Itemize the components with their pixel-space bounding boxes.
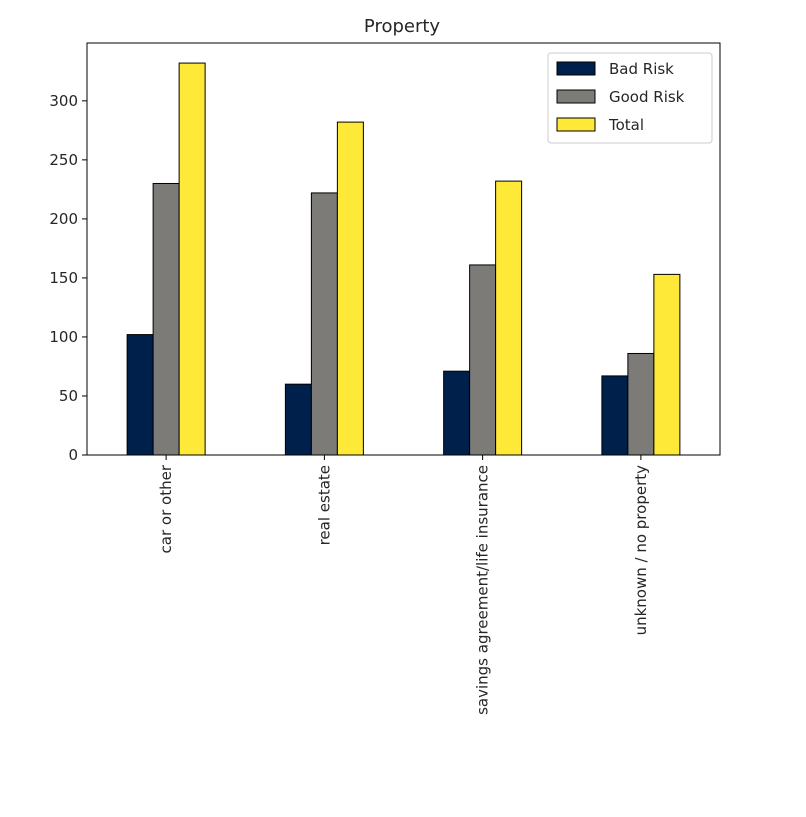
legend-swatch [556,61,596,76]
bar-bad-risk [284,383,312,456]
bar-bad-risk [601,375,629,456]
legend-label: Total [608,116,644,134]
bar-total [336,121,364,456]
x-axis: car or other real estate savings agreement… [157,455,650,715]
bar-bad-risk [443,370,471,456]
legend: Bad Risk Good Risk Total [547,52,713,144]
y-tick-label: 150 [49,269,78,287]
bar-total [653,273,681,456]
bar-good-risk [152,182,180,456]
y-tick-label: 250 [49,151,78,169]
plot-frame [86,42,721,456]
x-tick-label: unknown / no property [632,465,650,636]
y-tick-label: 200 [49,210,78,228]
y-tick-label: 50 [59,387,78,405]
y-tick-label: 100 [49,328,78,346]
bar-total [495,180,523,456]
legend-label: Good Risk [609,88,685,106]
x-tick-label: savings agreement/life insurance [474,465,492,715]
x-tick-label: real estate [315,465,333,545]
bar-good-risk [627,352,655,456]
bar-bad-risk [126,334,154,456]
y-axis: 0 50 100 150 200 250 300 [49,92,87,464]
x-tick-label: car or other [157,464,175,553]
bars-group [126,62,681,456]
chart-title: Property [364,16,441,37]
legend-label: Bad Risk [609,60,674,78]
legend-swatch [556,117,596,132]
bar-total [178,62,206,456]
bar-good-risk [310,192,338,456]
legend-swatch [556,89,596,104]
y-tick-label: 300 [49,92,78,110]
bar-good-risk [469,264,497,456]
y-tick-label: 0 [68,446,78,464]
